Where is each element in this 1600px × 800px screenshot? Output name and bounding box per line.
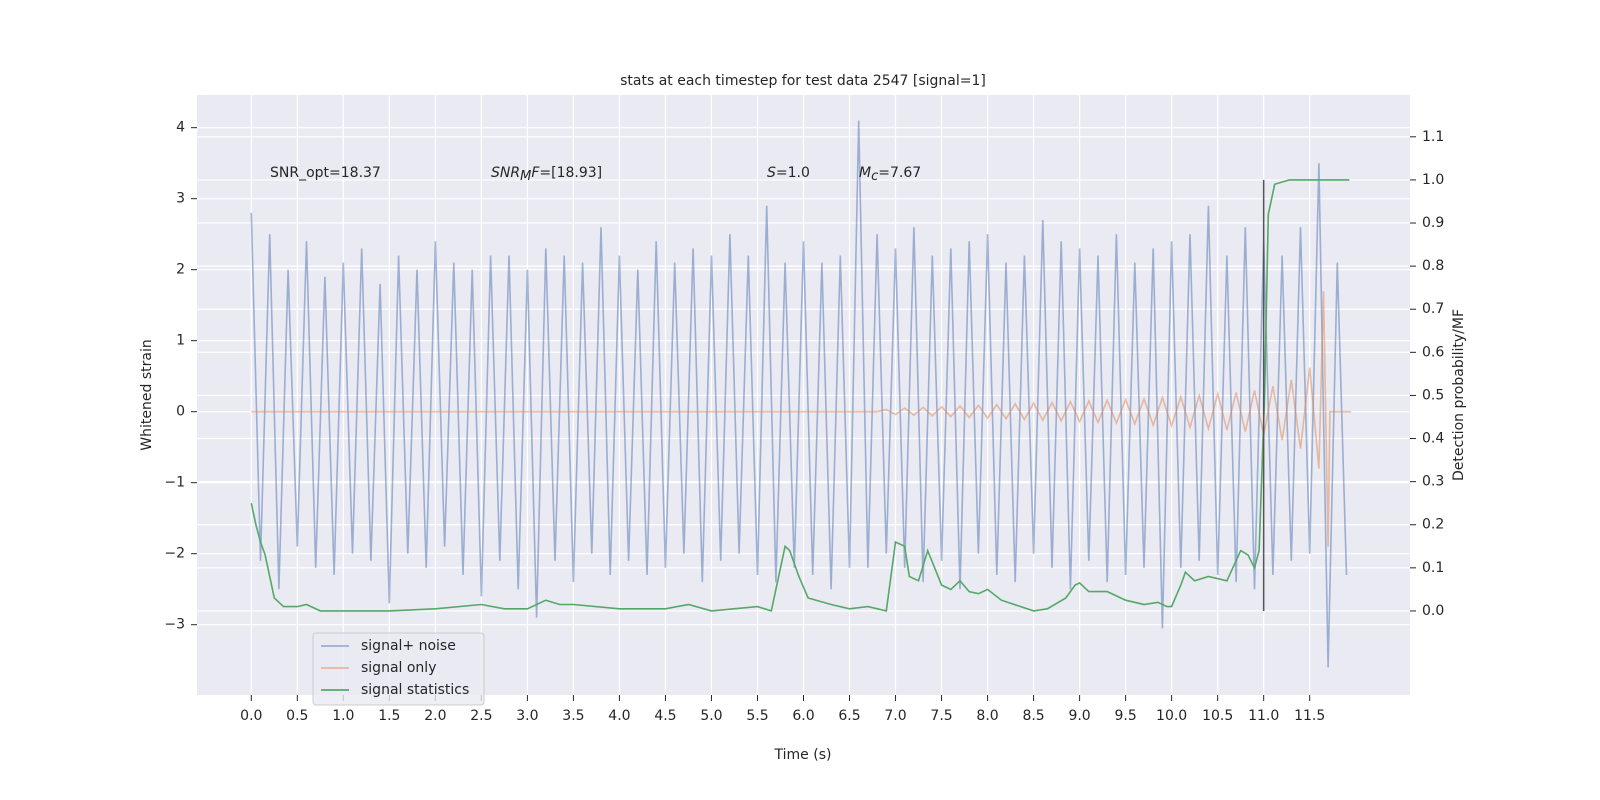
legend-label: signal+ noise <box>361 638 456 654</box>
annotation-part: =1.0 <box>776 165 810 181</box>
y-tick-label: 0 <box>176 404 185 420</box>
legend: signal+ noise signal only signal statistic… <box>312 632 485 706</box>
annotation-part: S <box>767 165 776 181</box>
y2-tick-label: 0.0 <box>1422 603 1444 619</box>
x-tick-label: 0.5 <box>286 708 308 724</box>
chart-title: stats at each timestep for test data 254… <box>620 73 986 89</box>
legend-label: signal statistics <box>361 682 469 698</box>
x-tick-label: 10.0 <box>1156 708 1187 724</box>
annotation-part: SNR_opt=18.37 <box>270 165 381 181</box>
legend-box <box>312 632 485 706</box>
annotation-part: c <box>871 169 878 184</box>
x-tick-label: 3.5 <box>562 708 584 724</box>
annotation-part: SNR <box>491 165 520 181</box>
x-tick-label: 7.0 <box>884 708 906 724</box>
x-tick-label: 9.0 <box>1068 708 1090 724</box>
y2-axis-label: Detection probability/MF <box>1451 309 1467 481</box>
x-tick-label: 6.5 <box>838 708 860 724</box>
x-tick-label: 2.0 <box>424 708 446 724</box>
y2-tick-label: 0.2 <box>1422 517 1444 533</box>
x-tick-label: 5.0 <box>700 708 722 724</box>
y-tick-label: −3 <box>164 617 185 633</box>
y-tick-label: 4 <box>176 120 185 136</box>
series-line <box>250 179 1350 612</box>
y-tick-label: −2 <box>164 546 185 562</box>
annotation: Mc=7.67 <box>859 165 921 184</box>
y2-tick-label: 0.4 <box>1422 431 1444 447</box>
x-axis-label: Time (s) <box>774 747 832 763</box>
x-tick-label: 1.5 <box>378 708 400 724</box>
y-axis-label: Whitened strain <box>139 339 155 450</box>
series-line <box>251 290 1352 547</box>
x-tick-label: 11.5 <box>1294 708 1325 724</box>
y-tick-label: 2 <box>176 262 185 278</box>
annotation: SNR_opt=18.37 <box>270 165 381 181</box>
annotation-part: F <box>531 165 540 181</box>
y-tick-label: 3 <box>176 191 185 207</box>
annotation: SNRMF=[18.93] <box>491 165 602 184</box>
x-tick-label: 8.0 <box>976 708 998 724</box>
y2-tick-label: 0.3 <box>1422 474 1444 490</box>
y2-tick-label: 0.9 <box>1422 215 1444 231</box>
x-tick-label: 4.0 <box>608 708 630 724</box>
y2-tick-label: 1.1 <box>1422 129 1444 145</box>
y2-tick-label: 0.7 <box>1422 301 1444 317</box>
x-tick-label: 9.5 <box>1114 708 1136 724</box>
y2-tick-label: 0.1 <box>1422 560 1444 576</box>
series-line <box>250 120 1348 668</box>
x-tick-label: 7.5 <box>930 708 952 724</box>
annotation-part: M <box>859 165 871 181</box>
annotation: S=1.0 <box>767 165 810 181</box>
x-tick-label: 11.0 <box>1248 708 1279 724</box>
y2-tick-label: 0.8 <box>1422 258 1444 274</box>
x-tick-label: 4.5 <box>654 708 676 724</box>
x-tick-label: 3.0 <box>516 708 538 724</box>
x-tick-label: 8.5 <box>1022 708 1044 724</box>
x-tick-label: 5.5 <box>746 708 768 724</box>
y2-tick-label: 1.0 <box>1422 172 1444 188</box>
annotation-part: M <box>520 169 531 184</box>
annotation-part: =[18.93] <box>539 165 602 181</box>
y-tick-label: 1 <box>176 333 185 349</box>
y2-tick-label: 0.6 <box>1422 344 1444 360</box>
x-tick-label: 1.0 <box>332 708 354 724</box>
y-tick-label: −1 <box>164 475 185 491</box>
legend-label: signal only <box>361 660 436 676</box>
x-tick-label: 6.0 <box>792 708 814 724</box>
x-tick-label: 2.5 <box>470 708 492 724</box>
y2-tick-label: 0.5 <box>1422 387 1444 403</box>
annotation-part: =7.67 <box>878 165 921 181</box>
x-tick-label: 10.5 <box>1202 708 1233 724</box>
x-tick-label: 0.0 <box>240 708 262 724</box>
